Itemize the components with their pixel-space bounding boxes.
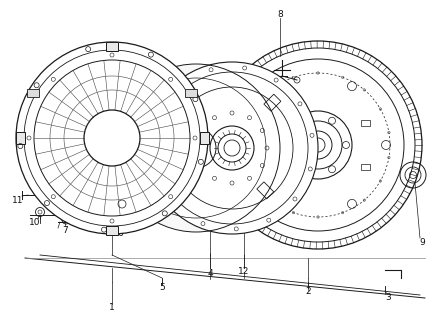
Bar bbox=[361, 164, 370, 170]
Text: 1: 1 bbox=[109, 303, 115, 313]
Text: 6: 6 bbox=[117, 228, 123, 237]
Text: 12: 12 bbox=[238, 268, 250, 276]
Bar bbox=[16, 132, 25, 144]
Text: 7: 7 bbox=[62, 226, 68, 235]
Text: 3: 3 bbox=[385, 292, 391, 301]
Text: 4: 4 bbox=[207, 268, 213, 277]
Bar bbox=[200, 132, 209, 144]
Bar bbox=[169, 175, 186, 192]
Circle shape bbox=[16, 42, 208, 234]
Bar bbox=[106, 42, 118, 51]
Bar bbox=[176, 87, 193, 104]
Text: 10: 10 bbox=[29, 218, 41, 227]
Text: 9: 9 bbox=[419, 237, 425, 246]
Text: 11: 11 bbox=[12, 196, 24, 204]
Bar bbox=[106, 226, 118, 235]
Bar bbox=[257, 182, 274, 199]
Circle shape bbox=[146, 62, 318, 234]
Circle shape bbox=[214, 41, 422, 249]
Text: 8: 8 bbox=[277, 10, 283, 19]
Bar bbox=[266, 120, 275, 126]
Bar bbox=[264, 94, 281, 111]
Bar bbox=[266, 164, 275, 170]
Text: 5: 5 bbox=[159, 284, 165, 292]
Circle shape bbox=[112, 64, 280, 232]
Text: 2: 2 bbox=[305, 287, 311, 297]
Bar bbox=[185, 89, 197, 97]
Bar bbox=[27, 89, 39, 97]
Bar bbox=[361, 120, 370, 126]
